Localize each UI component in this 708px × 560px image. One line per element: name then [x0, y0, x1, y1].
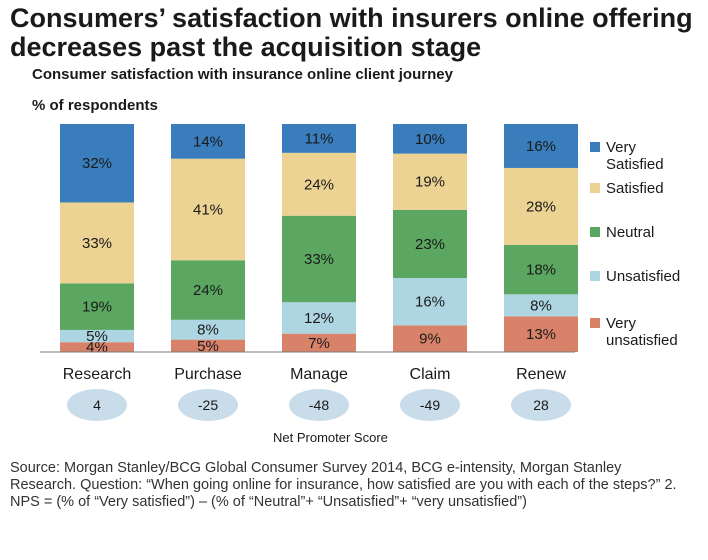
nps-title: Net Promoter Score [273, 430, 388, 445]
legend-swatch-satisfied [590, 183, 600, 193]
bar-segment-very-unsatisfied [282, 333, 356, 352]
nps-bubble [400, 389, 460, 421]
data-label: 5% [197, 338, 219, 355]
data-label: 16% [415, 294, 445, 311]
bar-segment-neutral [393, 209, 467, 278]
data-label: 12% [304, 310, 334, 327]
stacked-bar-chart: 4%5%19%33%32%Research45%8%24%41%14%Purch… [40, 124, 680, 421]
bar-segment-very-unsatisfied [393, 325, 467, 352]
data-label: 24% [304, 176, 334, 193]
bar-segment-very-unsatisfied [171, 339, 245, 352]
data-label: 41% [193, 202, 223, 219]
legend-label: Satisfied [606, 156, 664, 173]
category-label: Purchase [174, 366, 242, 383]
bar-segment-very-satisfied [504, 124, 578, 168]
category-label: Research [63, 366, 131, 383]
nps-bubble [289, 389, 349, 421]
data-label: 18% [526, 262, 556, 279]
bar-segment-very-satisfied [393, 124, 467, 154]
bar-segment-satisfied [171, 158, 245, 261]
bar-segment-unsatisfied [504, 294, 578, 317]
data-label: 11% [305, 130, 334, 147]
bar-segment-satisfied [60, 202, 134, 284]
legend-swatch-unsatisfied [590, 271, 600, 281]
legend-label: Very [606, 315, 637, 332]
bar-segment-neutral [282, 215, 356, 303]
legend-swatch-very-satisfied [590, 142, 600, 152]
nps-value: 4 [93, 397, 101, 413]
legend-label: Neutral [606, 224, 654, 241]
y-axis-label: % of respondents [32, 97, 158, 114]
data-label: 28% [526, 198, 556, 215]
data-label: 32% [82, 155, 112, 172]
data-label: 9% [419, 331, 441, 348]
legend-label: unsatisfied [606, 332, 678, 349]
legend-label: Unsatisfied [606, 268, 680, 285]
bar-segment-satisfied [282, 152, 356, 216]
data-label: 13% [526, 326, 556, 343]
legend-swatch-very-unsatisfied [590, 318, 600, 328]
nps-bubble [67, 389, 127, 421]
page-title: Consumers’ satisfaction with insurers on… [10, 3, 693, 62]
data-label: 24% [193, 282, 223, 299]
data-label: 5% [86, 328, 108, 345]
bar-segment-unsatisfied [60, 329, 134, 343]
bar-segment-neutral [504, 244, 578, 295]
nps-bubble [178, 389, 238, 421]
data-label: 14% [193, 133, 223, 150]
legend-label: Satisfied [606, 180, 664, 197]
bar-segment-very-unsatisfied [504, 316, 578, 352]
data-label: 16% [526, 138, 556, 155]
bar-segment-satisfied [393, 153, 467, 210]
bar-segment-neutral [171, 260, 245, 320]
bar-segment-satisfied [504, 167, 578, 245]
data-label: 23% [415, 236, 445, 253]
legend-swatch-neutral [590, 227, 600, 237]
data-label: 33% [304, 251, 334, 268]
bar-segment-unsatisfied [282, 302, 356, 334]
bar-segment-very-satisfied [60, 124, 134, 203]
bar-segment-very-satisfied [171, 124, 245, 159]
nps-value: -48 [309, 397, 329, 413]
legend-label: Very [606, 139, 637, 156]
bar-segment-unsatisfied [393, 277, 467, 326]
nps-value: 28 [533, 397, 549, 413]
category-label: Renew [516, 366, 566, 383]
data-label: 19% [415, 174, 445, 191]
bar-segment-very-satisfied [282, 124, 356, 153]
data-label: 10% [415, 131, 445, 148]
data-label: 8% [197, 322, 219, 339]
bar-segment-neutral [60, 283, 134, 330]
bar-segment-unsatisfied [171, 319, 245, 340]
nps-bubble [511, 389, 571, 421]
nps-value: -25 [198, 397, 218, 413]
data-label: 19% [82, 299, 112, 316]
data-label: 33% [82, 235, 112, 252]
nps-value: -49 [420, 397, 440, 413]
bar-segment-very-unsatisfied [60, 342, 134, 352]
category-label: Manage [290, 366, 348, 383]
data-label: 8% [530, 297, 552, 314]
chart-subtitle: Consumer satisfaction with insurance onl… [32, 66, 453, 83]
source-footnote: Source: Morgan Stanley/BCG Global Consum… [10, 460, 677, 510]
category-label: Claim [410, 366, 451, 383]
data-label: 7% [308, 335, 330, 352]
